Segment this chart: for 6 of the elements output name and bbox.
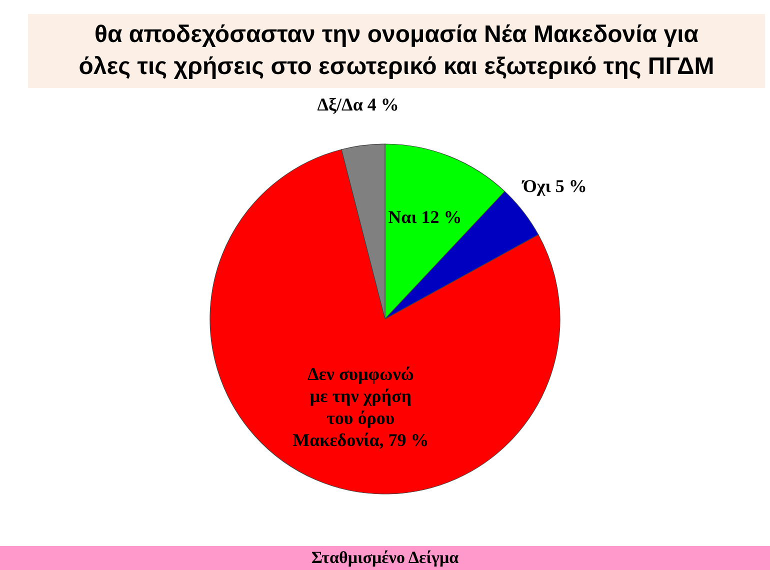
slice-label: Ναι 12 %: [388, 207, 462, 228]
slice-label: Δεν συμφωνώ με την χρήση του όρου Μακεδονία, 79 %: [292, 364, 429, 450]
chart-title: θα αποδεχόσασταν την ονομασία Νέα Μακεδονία για όλες τις χρήσεις στο εσωτερικό και εξωτερικό της ΠΓΔΜ: [28, 14, 765, 88]
slice-label: Δξ/Δα 4 %: [317, 94, 399, 115]
slice-label: Όχι 5 %: [520, 176, 587, 196]
text: Σταθμισμένο Δείγμα: [0, 546, 770, 570]
